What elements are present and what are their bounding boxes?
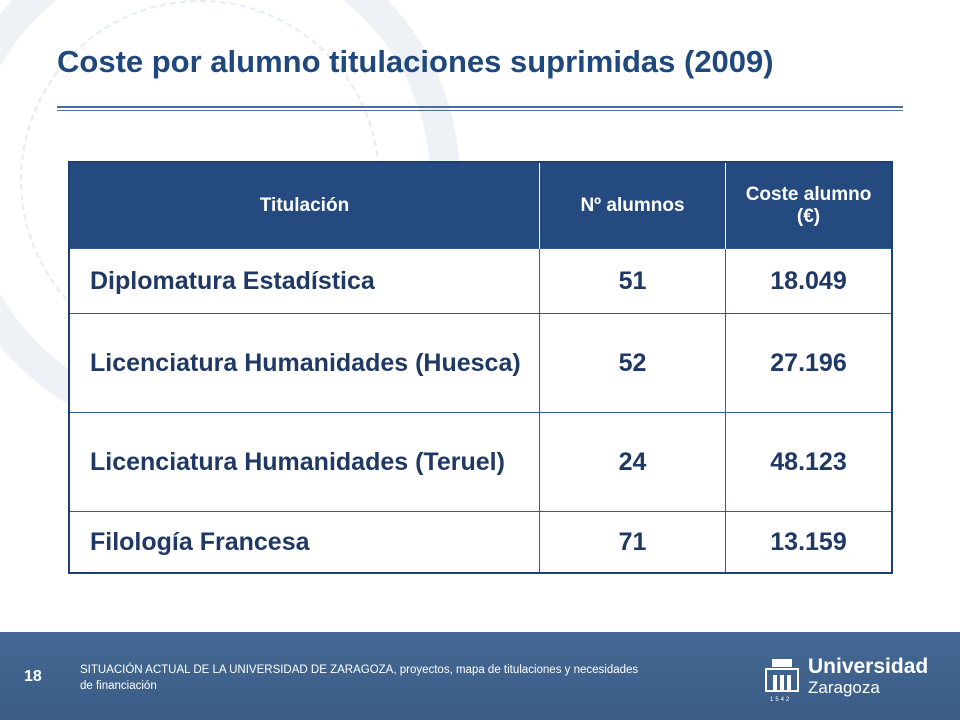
- cost-table: Titulación Nº alumnos Coste alumno (€) D…: [68, 161, 893, 574]
- table-cell: 24: [539, 412, 726, 512]
- table-row: Licenciatura Humanidades (Teruel) 24 48.12…: [69, 412, 892, 512]
- logo-name: Universidad: [808, 655, 929, 678]
- header-row: Titulación Nº alumnos Coste alumno (€): [69, 162, 892, 249]
- footer-band: [0, 632, 960, 720]
- page-number: 18: [24, 668, 42, 685]
- table-cell: 18.049: [725, 248, 892, 314]
- table-cell: 52: [539, 313, 726, 413]
- logo-year: 1542: [770, 697, 792, 703]
- footer-text: SITUACIÓN ACTUAL DE LA UNIVERSIDAD DE ZA…: [80, 664, 639, 692]
- table-cell: 71: [539, 511, 726, 573]
- table-cell: Diplomatura Estadística: [69, 248, 540, 314]
- column-header: Titulación: [69, 162, 540, 249]
- logo-city: Zaragoza: [808, 678, 880, 697]
- slide-title: Coste por alumno titulaciones suprimidas…: [57, 44, 774, 79]
- table-row: Filología Francesa 71 13.159: [69, 511, 892, 573]
- title-rule: [57, 106, 903, 108]
- table-cell: 48.123: [725, 412, 892, 512]
- table-cell: 27.196: [725, 313, 892, 413]
- title-rule: [57, 110, 903, 111]
- table-cell: 51: [539, 248, 726, 314]
- table-cell: Licenciatura Humanidades (Teruel): [69, 412, 540, 512]
- logo-icon: [765, 659, 799, 692]
- table-cell: 13.159: [725, 511, 892, 573]
- table-row: Licenciatura Humanidades (Huesca) 52 27.19…: [69, 313, 892, 413]
- column-header: Nº alumnos: [539, 162, 726, 249]
- table-body: Diplomatura Estadística 51 18.049 Licenciat…: [69, 248, 892, 573]
- table-cell: Licenciatura Humanidades (Huesca): [69, 313, 540, 413]
- table-cell: Filología Francesa: [69, 511, 540, 573]
- column-header: Coste alumno (€): [725, 162, 892, 249]
- table-row: Diplomatura Estadística 51 18.049: [69, 248, 892, 314]
